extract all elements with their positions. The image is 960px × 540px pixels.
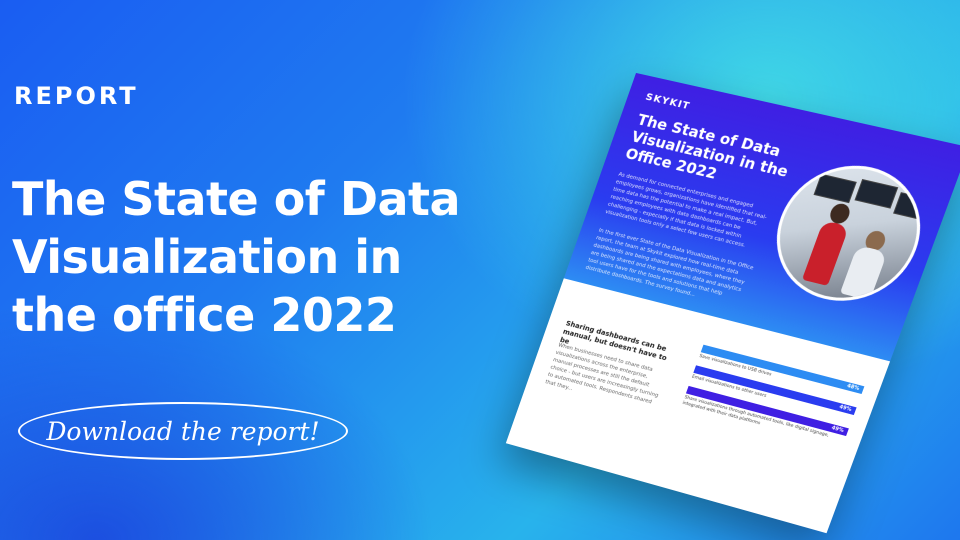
bar-value: 49% bbox=[838, 404, 852, 413]
page-title-line-1: The State of Data bbox=[12, 170, 532, 228]
report-page: SKYKIT The State of Data Visualization i… bbox=[506, 73, 960, 533]
report-cover-mockup: SKYKIT The State of Data Visualization i… bbox=[506, 73, 960, 533]
person-figure bbox=[802, 220, 849, 286]
report-bar-chart: 48% Save visualizations to USB drives 49… bbox=[679, 345, 864, 455]
bar-value: 48% bbox=[846, 383, 860, 392]
page-title-line-2: Visualization in bbox=[12, 228, 532, 286]
bar-value: 49% bbox=[831, 425, 845, 434]
download-report-button[interactable]: Download the report! bbox=[18, 402, 348, 460]
page-title-line-3: the office 2022 bbox=[12, 286, 532, 344]
wall-screen bbox=[854, 179, 898, 209]
page-title: The State of Data Visualization in the o… bbox=[12, 170, 532, 344]
wall-screen bbox=[813, 174, 856, 204]
eyebrow-label: REPORT bbox=[14, 82, 139, 110]
